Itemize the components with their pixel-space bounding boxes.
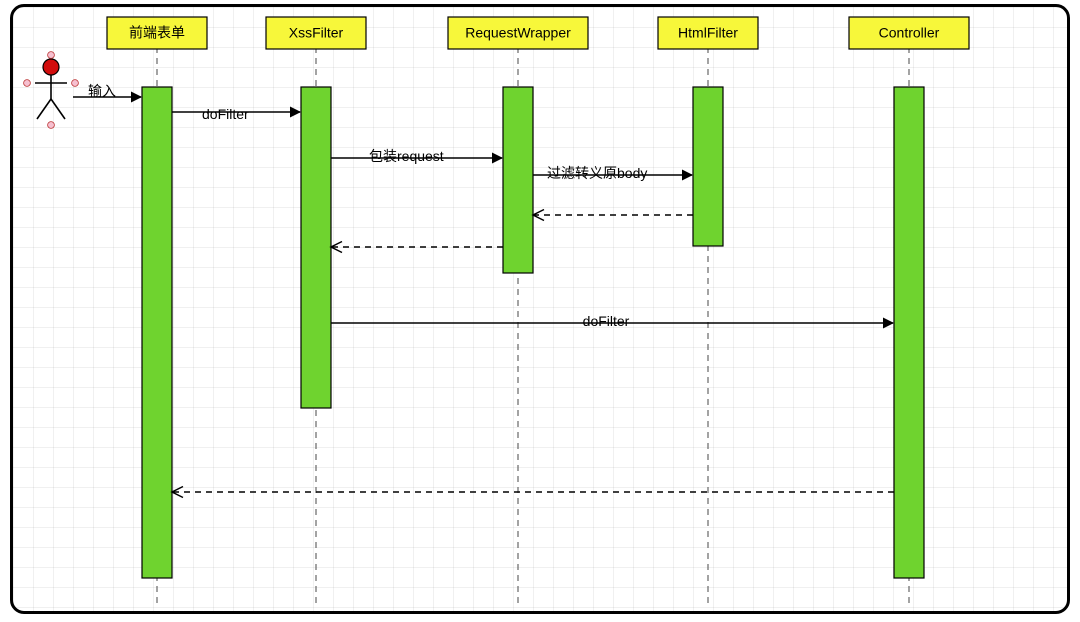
activation-xssfilter xyxy=(301,87,331,408)
actor-handle xyxy=(48,122,55,129)
sequence-diagram: 前端表单 XssFilter RequestWrapper HtmlFilter Con… xyxy=(13,7,1070,614)
message-label-m_dofilter1: doFilter xyxy=(202,106,249,122)
arrowhead xyxy=(131,92,142,103)
actor-handle xyxy=(24,80,31,87)
message-label-m_wrap: 包装request xyxy=(369,148,444,164)
participant-label-xssfilter: XssFilter xyxy=(289,25,344,41)
diagram-frame: 前端表单 XssFilter RequestWrapper HtmlFilter Con… xyxy=(10,4,1070,614)
arrowhead xyxy=(883,318,894,329)
arrowhead xyxy=(492,153,503,164)
participant-label-form: 前端表单 xyxy=(129,25,185,41)
actor-handle xyxy=(48,52,55,59)
activation-controller xyxy=(894,87,924,578)
message-label-m_input: 输入 xyxy=(88,83,116,99)
activation-htmlfilter xyxy=(693,87,723,246)
activation-form xyxy=(142,87,172,578)
participant-label-controller: Controller xyxy=(879,25,940,41)
actor-handle xyxy=(72,80,79,87)
diagram-canvas: 前端表单 XssFilter RequestWrapper HtmlFilter Con… xyxy=(0,0,1080,622)
participant-label-wrapper: RequestWrapper xyxy=(465,25,571,41)
message-label-m_dofilter2: doFilter xyxy=(583,313,630,329)
arrowhead xyxy=(682,170,693,181)
participant-label-htmlfilter: HtmlFilter xyxy=(678,25,738,41)
actor-icon xyxy=(24,52,79,129)
arrowhead xyxy=(290,107,301,118)
message-label-m_escape: 过滤转义原body xyxy=(547,165,647,181)
activation-wrapper xyxy=(503,87,533,273)
